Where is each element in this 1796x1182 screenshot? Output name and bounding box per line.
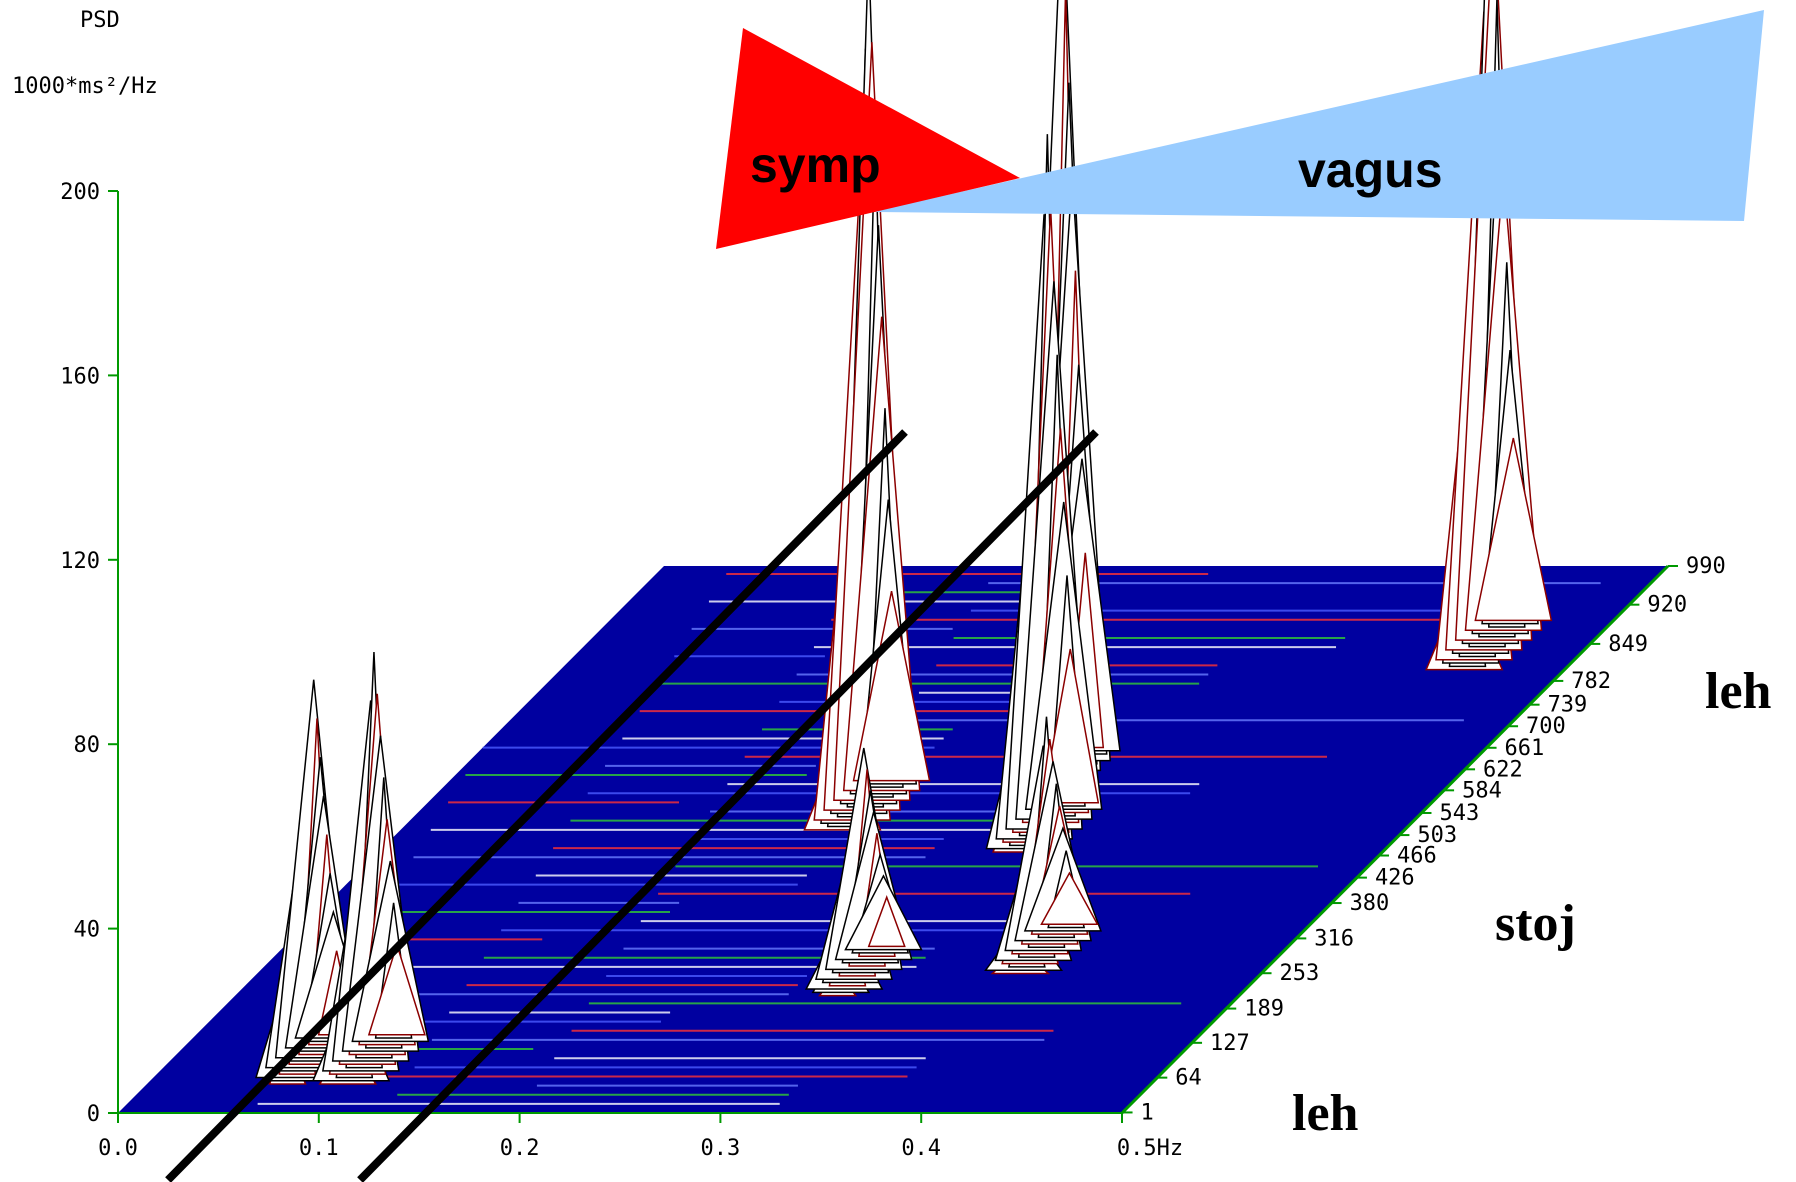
segment-label-leh-bottom: leh	[1292, 1085, 1359, 1142]
z-tick-label: 189	[1244, 997, 1284, 1022]
hf-band-line	[357, 429, 1099, 1182]
x-tick-label: 0.0	[98, 1136, 138, 1161]
lf-band-line	[165, 429, 908, 1182]
peak-ridge	[984, 716, 1102, 975]
ridge-line	[367, 942, 426, 1036]
z-tick-label: 990	[1686, 554, 1726, 579]
x-tick-label: 0.4	[901, 1136, 941, 1161]
z-tick-label: 316	[1314, 926, 1354, 951]
z-tick-label: 503	[1417, 823, 1457, 848]
z-ticks: 1641271892533163804264665035435846226617…	[1122, 554, 1726, 1125]
peak-ridge	[1425, 0, 1553, 671]
x-tick-label: 0.5Hz	[1117, 1136, 1183, 1161]
z-tick-label: 920	[1647, 593, 1687, 618]
y-tick-label: 40	[74, 918, 101, 943]
y-ticks: 0 40 80 120 160 200	[60, 180, 118, 1127]
vagus-triangle	[872, 10, 1764, 221]
y-tick-label: 160	[60, 364, 100, 389]
z-tick-label: 253	[1280, 961, 1320, 986]
spectral-ridges	[255, 0, 1553, 1085]
x-ticks: 0.0 0.1 0.2 0.3 0.4 0.5Hz	[98, 1113, 1183, 1161]
y-label-unit: 1000*ms²/Hz	[12, 74, 158, 99]
y-tick-label: 200	[60, 180, 100, 205]
ridge-line	[867, 895, 906, 948]
y-tick-label: 120	[60, 549, 100, 574]
ridge-line	[1040, 871, 1099, 926]
z-tick-label: 466	[1397, 844, 1437, 869]
x-tick-label: 0.1	[299, 1136, 339, 1161]
symp-label: symp	[750, 137, 881, 193]
ridge-line	[852, 590, 931, 782]
y-tick-label: 0	[87, 1102, 100, 1127]
z-axis	[1120, 564, 1670, 1115]
ridge-line	[1474, 437, 1553, 622]
y-tick-label: 80	[74, 733, 101, 758]
segment-label-stoj: stoj	[1495, 895, 1576, 952]
peak-ridge	[804, 747, 923, 997]
z-tick-label: 700	[1526, 714, 1566, 739]
z-tick-label: 782	[1571, 669, 1611, 694]
z-tick-label: 127	[1210, 1031, 1250, 1056]
z-tick-label: 661	[1505, 736, 1545, 761]
z-tick-label: 739	[1548, 693, 1588, 718]
x-tick-label: 0.2	[500, 1136, 540, 1161]
x-tick-label: 0.3	[701, 1136, 741, 1161]
z-tick-label: 622	[1483, 757, 1523, 782]
y-label-psd: PSD	[80, 8, 120, 33]
z-tick-label: 64	[1175, 1066, 1202, 1091]
z-tick-label: 1	[1141, 1100, 1154, 1125]
peak-ridge	[311, 652, 430, 1085]
z-tick-label: 543	[1439, 801, 1479, 826]
z-tick-label: 426	[1375, 866, 1415, 891]
z-tick-label: 849	[1608, 632, 1648, 657]
z-tick-label: 584	[1462, 778, 1502, 803]
ridge-line	[1041, 648, 1100, 804]
segment-label-leh-top: leh	[1705, 663, 1772, 720]
vagus-label: vagus	[1298, 142, 1443, 198]
z-tick-label: 380	[1350, 891, 1390, 916]
symp-triangle	[716, 28, 1020, 249]
